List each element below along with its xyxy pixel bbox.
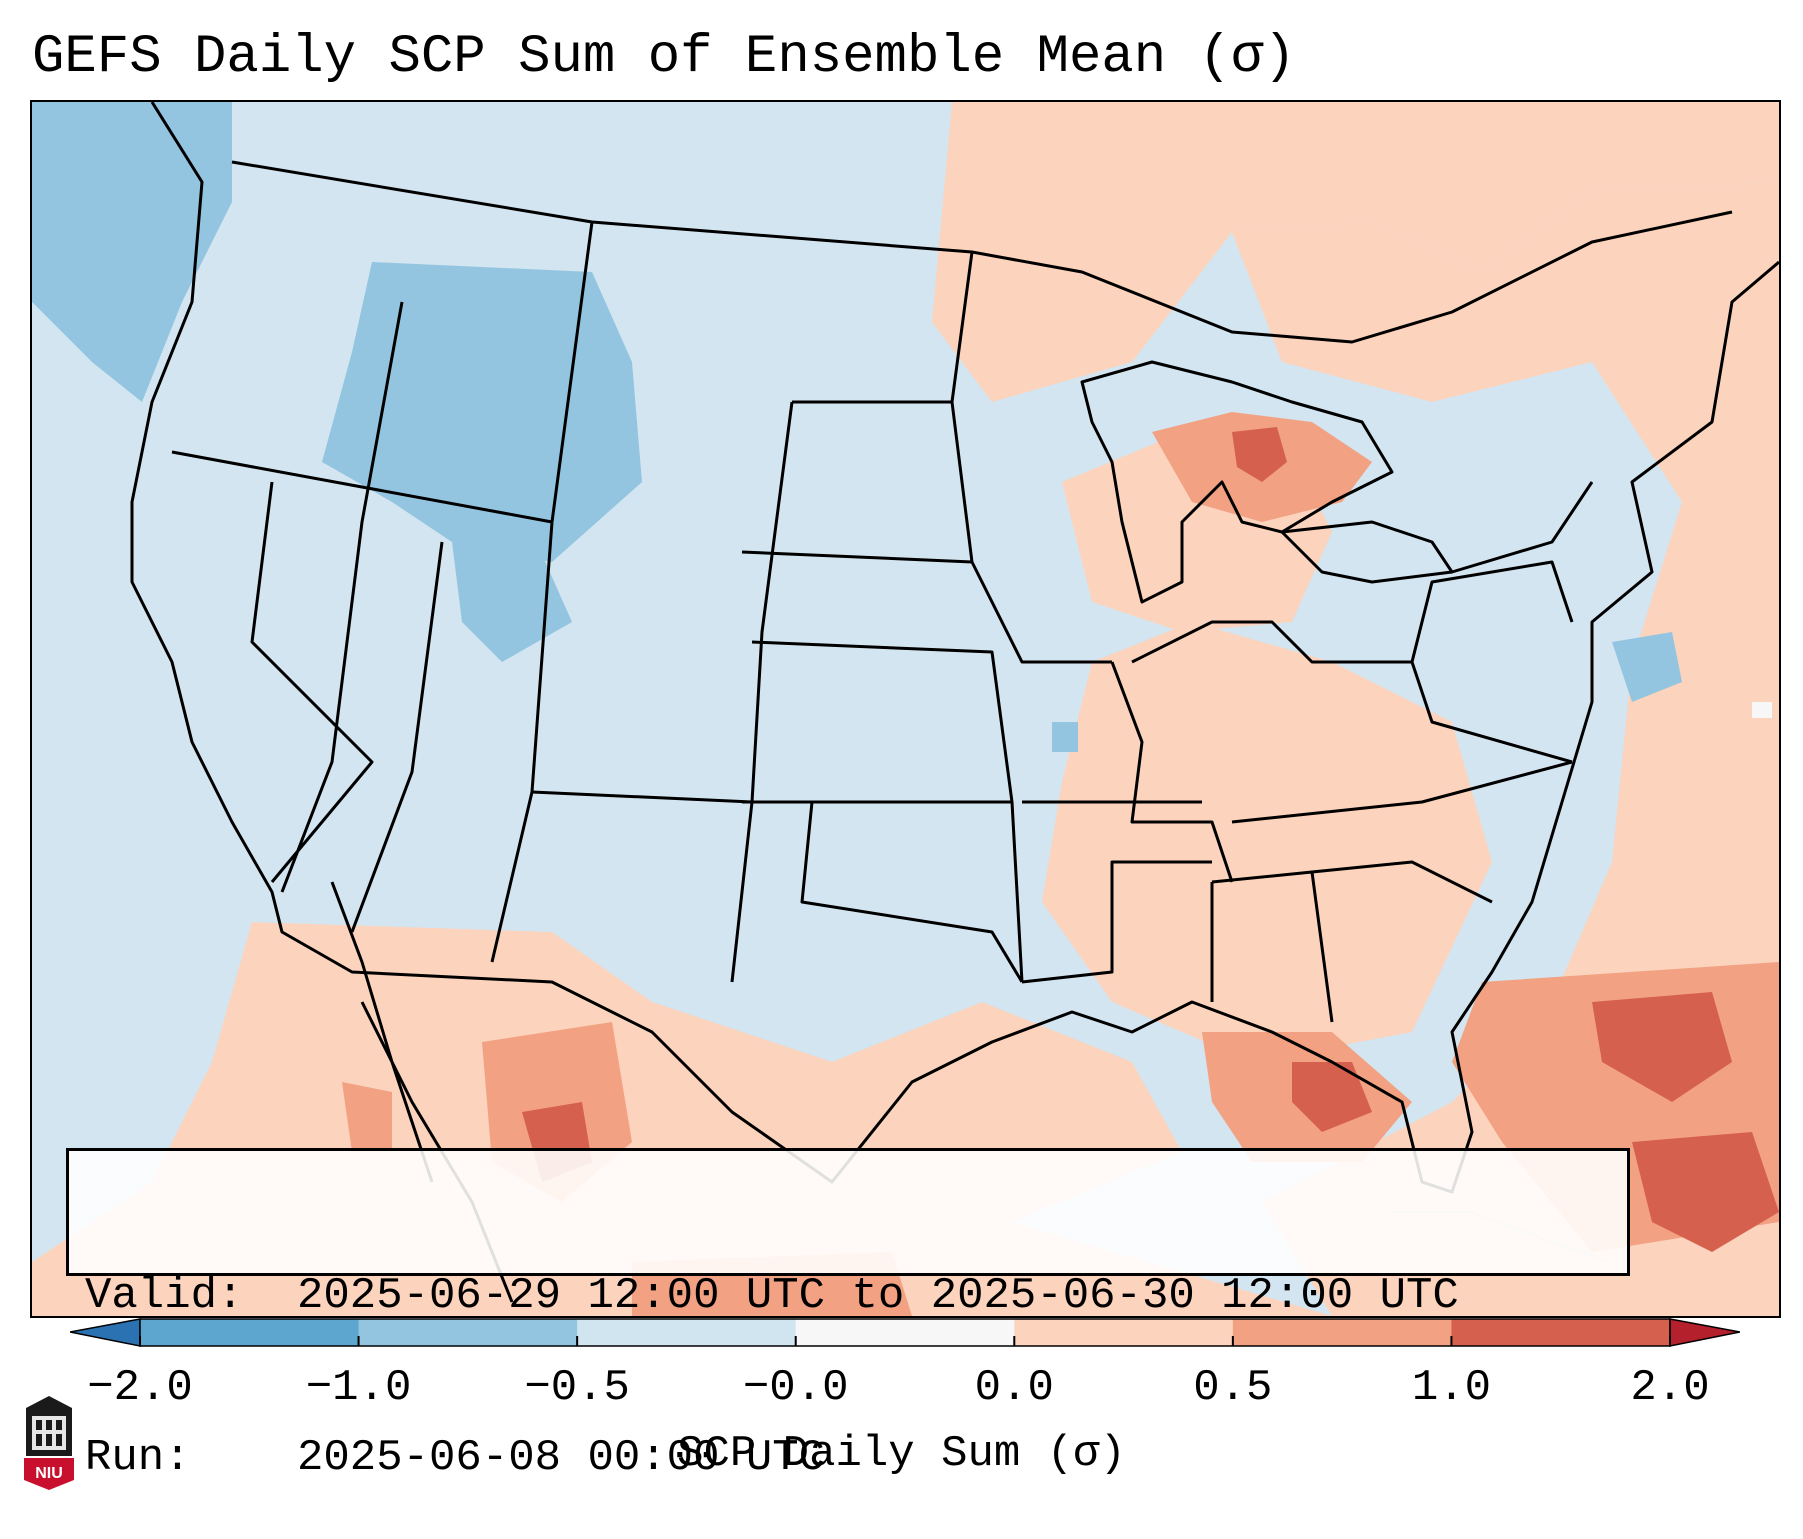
page-title: GEFS Daily SCP Sum of Ensemble Mean (σ) (32, 27, 1296, 88)
strong-positive-michigan (1232, 427, 1287, 482)
valid-value: 2025-06-29 12:00 UTC to 2025-06-30 12:00… (297, 1271, 1459, 1321)
logo-text: NIU (35, 1465, 63, 1482)
run-line: Run: 2025-06-08 00:00 UTC (85, 1431, 1611, 1485)
strong-positive-atlantic-core (1592, 992, 1732, 1102)
strong-positive-caribbean (1632, 1132, 1779, 1252)
colorbar-tick-label: 0.0 (974, 1363, 1054, 1413)
run-value: 2025-06-08 00:00 UTC (297, 1433, 826, 1483)
colorbar (70, 1318, 1740, 1347)
negative-anomaly-pacific-nw (32, 102, 232, 402)
state-lines-west (171, 301, 794, 983)
colorbar-tick-label: 2.0 (1630, 1363, 1710, 1413)
negative-anomaly-atlantic-small (1612, 632, 1682, 702)
canada-border (231, 160, 1733, 344)
state-lines-plains (550, 221, 1112, 983)
state-lines-midwest (1021, 620, 1573, 984)
valid-line: Valid: 2025-06-29 12:00 UTC to 2025-06-30… (85, 1269, 1611, 1323)
strong-positive-baja (342, 1082, 392, 1152)
colorbar-bin (577, 1319, 797, 1346)
colorbar-tick-label: −0.5 (524, 1363, 630, 1413)
colorbar-bin (1232, 1319, 1452, 1346)
colorbar-extension-high (1669, 1318, 1740, 1347)
run-key: Run: (85, 1433, 191, 1483)
valid-key: Valid: (85, 1271, 244, 1321)
us-coastline (130, 102, 1779, 1194)
colorbar-bin (358, 1319, 578, 1346)
colorbar-tick-label: −2.0 (87, 1363, 193, 1413)
strong-positive-gulf-core (1292, 1062, 1372, 1132)
positive-anomaly-canada-east (932, 102, 1779, 402)
colorbar-tick-label: −0.0 (742, 1363, 849, 1413)
colorbar-extension-low (70, 1318, 141, 1347)
validity-info-box: Valid: 2025-06-29 12:00 UTC to 2025-06-30… (66, 1148, 1630, 1483)
negative-anomaly-cell (1052, 722, 1078, 752)
niu-logo-icon: NIU (24, 1396, 74, 1490)
scp-anomaly-map[interactable] (32, 102, 1779, 1316)
colorbar-tick-label: 1.0 (1411, 1363, 1492, 1413)
colorbar-frame (139, 1318, 1671, 1347)
boundary-lines-layer (130, 102, 1779, 1303)
great-lakes-outline (1080, 360, 1394, 604)
positive-anomaly-southeast (1042, 622, 1492, 1062)
neutral-cell (1752, 702, 1772, 718)
negative-anomaly-northern-rockies (322, 262, 642, 562)
colorbar-tick-label: 0.5 (1193, 1363, 1273, 1413)
negative-anomaly-great-basin (452, 532, 572, 662)
map-panel[interactable] (30, 100, 1781, 1318)
colorbar-bin (795, 1319, 1015, 1346)
colorbar-bin (1451, 1319, 1671, 1346)
colorbar-tick-label: −1.0 (305, 1363, 412, 1413)
state-lines-east (1210, 481, 1594, 1023)
colorbar-bin (1014, 1319, 1234, 1346)
colorbar-label: SCP Daily Sum (σ) (677, 1429, 1126, 1479)
colorbar-bin (140, 1319, 360, 1346)
